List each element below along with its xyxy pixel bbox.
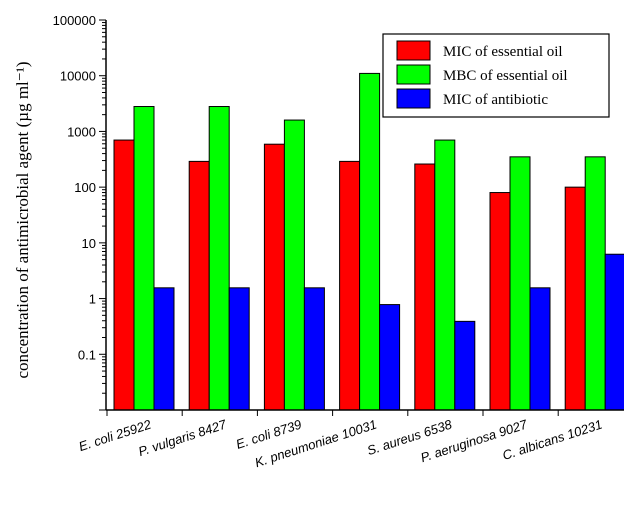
bar-3-7 xyxy=(604,253,624,411)
bar-1-1 xyxy=(113,139,135,411)
bar-2-7 xyxy=(584,156,606,411)
legend-label-2: MBC of essential oil xyxy=(443,68,568,84)
y-tick-label: 1000 xyxy=(67,124,96,139)
bar-2-1 xyxy=(133,106,155,411)
legend-label-3: MIC of antibiotic xyxy=(443,92,548,108)
legend-swatch-2 xyxy=(396,64,431,85)
legend-swatch-3 xyxy=(396,88,431,109)
y-axis-label: concentration of antimicrobial agent (µg… xyxy=(13,61,32,378)
y-tick-label: 0.1 xyxy=(78,347,96,362)
bar-2-3 xyxy=(283,119,305,411)
y-tick-label: 100 xyxy=(74,180,96,195)
bar-3-3 xyxy=(303,287,325,411)
bar-1-2 xyxy=(188,160,210,411)
bar-2-6 xyxy=(509,156,531,411)
y-tick-labels: 0.1 1 10 100 1000 10000 100000 xyxy=(53,13,96,362)
bar-3-2 xyxy=(228,287,250,411)
bar-1-3 xyxy=(263,143,285,411)
legend-swatch-1 xyxy=(396,40,431,61)
legend: MIC of essential oil MBC of essential oil… xyxy=(382,33,610,118)
bar-1-7 xyxy=(564,186,586,411)
axes-group xyxy=(99,19,624,416)
legend-label-1: MIC of essential oil xyxy=(443,44,563,60)
y-tick-label: 10000 xyxy=(60,69,96,84)
bars-group xyxy=(113,72,624,411)
bar-1-6 xyxy=(489,192,511,411)
y-tick-label: 1 xyxy=(89,292,96,307)
bar-1-5 xyxy=(414,163,436,411)
bar-2-4 xyxy=(359,72,381,411)
bar-2-2 xyxy=(208,106,230,411)
y-tick-label: 10 xyxy=(82,236,96,251)
y-tick-label: 100000 xyxy=(53,13,96,28)
bar-3-6 xyxy=(529,287,551,411)
bar-3-1 xyxy=(153,287,175,411)
bar-2-5 xyxy=(434,139,456,411)
bar-3-4 xyxy=(379,304,401,411)
bar-1-4 xyxy=(339,160,361,411)
bar-3-5 xyxy=(454,320,476,411)
